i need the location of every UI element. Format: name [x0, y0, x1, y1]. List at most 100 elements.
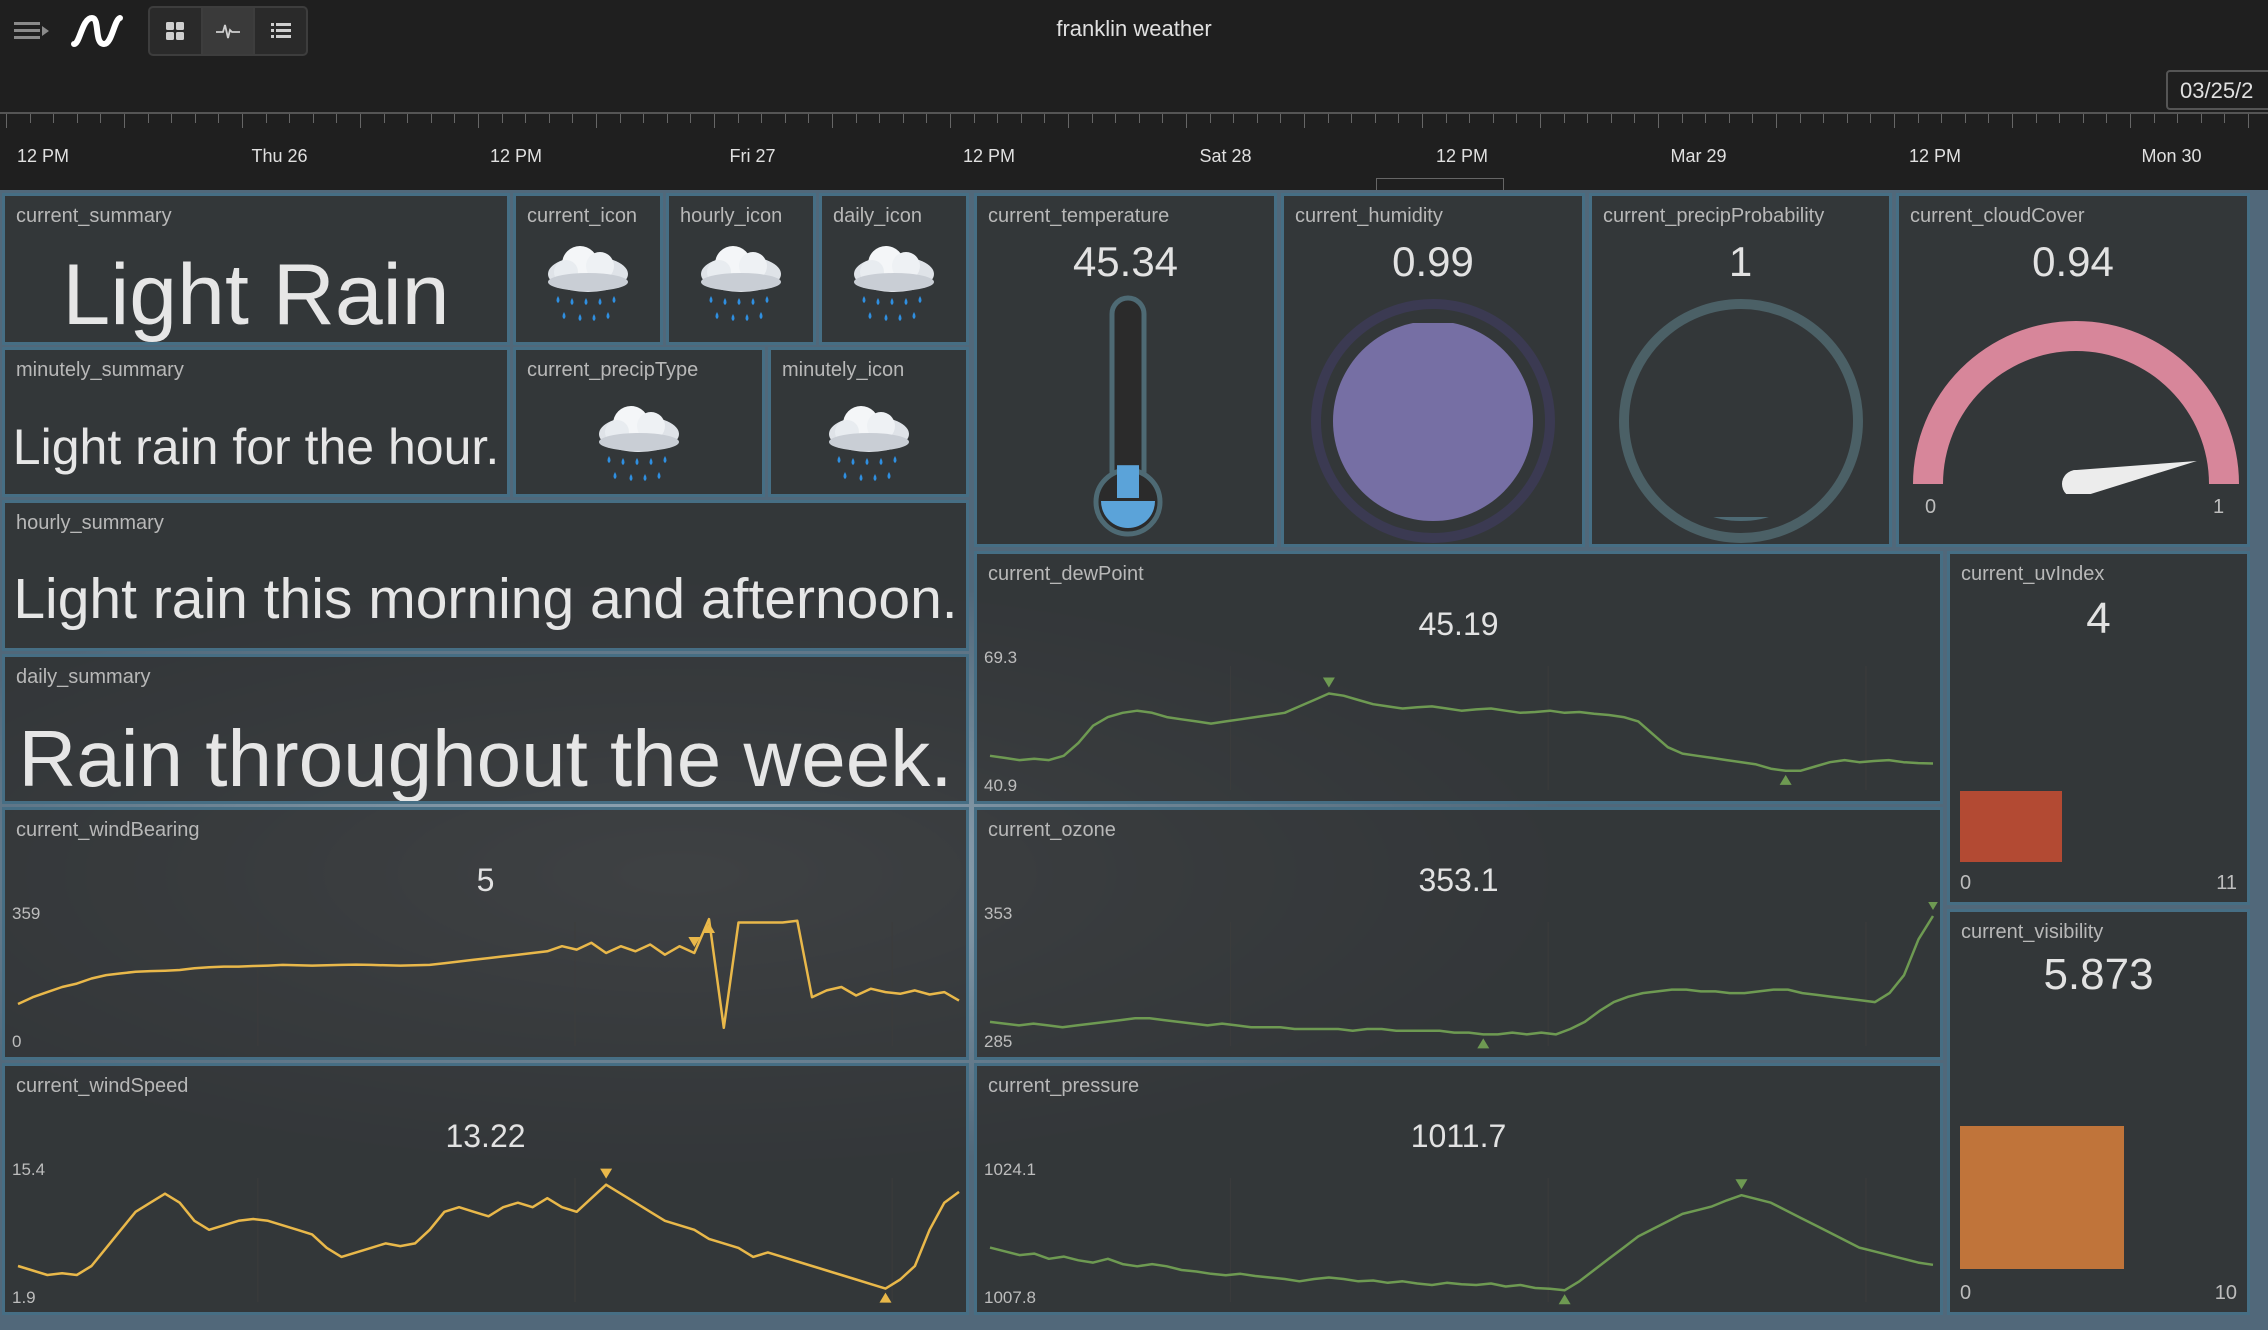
timeline-tick [360, 114, 361, 128]
timeline-tick [572, 114, 574, 123]
raindrop [737, 298, 741, 305]
timeline-tick [997, 114, 999, 123]
timeline-tick [2035, 114, 2037, 123]
timeline-tick [2248, 114, 2249, 128]
series-line [17, 917, 960, 1030]
list-view-icon[interactable] [255, 8, 306, 54]
timeline-tick [902, 114, 904, 123]
min-marker [1779, 774, 1792, 785]
timeline-brush[interactable] [1376, 178, 1504, 190]
timeline-tick [1351, 114, 1353, 123]
minutely-icon-panel: minutely_icon [768, 347, 969, 497]
current-icon-panel: current_icon [513, 193, 663, 345]
panel-label: current_dewPoint [988, 563, 1144, 585]
raindrop [723, 298, 727, 305]
timeline-tick [879, 114, 881, 123]
raindrop [898, 314, 902, 321]
max-marker [1928, 902, 1938, 910]
raindrop [635, 458, 639, 465]
timeline-tick [1894, 114, 1895, 128]
wind-bearing-chart[interactable] [8, 902, 969, 1052]
current-summary-panel: current_summary Light Rain [2, 193, 510, 345]
top-bar: franklin weather 03/25/2 12 PM Thu 26 12 P… [0, 0, 2268, 190]
min-marker [1558, 1294, 1571, 1305]
timeline-tick [1186, 114, 1187, 128]
series-line [989, 915, 1935, 1036]
timeline-tick [147, 114, 149, 123]
max-marker [688, 937, 701, 948]
max-marker [1735, 1179, 1748, 1190]
raindrop [876, 298, 880, 305]
hourly-summary-value: Light rain this morning and afternoon. [13, 567, 958, 631]
timeline-label: Thu 26 [251, 146, 308, 166]
current-summary-value: Light Rain [62, 247, 450, 343]
gauge-fill [1641, 517, 1841, 521]
panel-label: hourly_icon [680, 205, 783, 227]
app-logo-icon[interactable] [70, 12, 124, 50]
pressure-panel: current_pressure 1011.7 1024.1 1007.8 [974, 1063, 1943, 1315]
timeline-tick [218, 114, 220, 123]
minutely-summary-panel: minutely_summary Light rain for the hour… [2, 347, 510, 497]
timeline-tick [1610, 114, 1612, 123]
pulse-view-icon[interactable] [202, 8, 256, 54]
panel-label: current_ozone [988, 819, 1116, 841]
gauge-min-label: 0 [1925, 496, 1937, 518]
timeline-tick [1846, 114, 1848, 123]
timeline-tick [2224, 114, 2226, 123]
gauge-max-label: 1 [2213, 496, 2225, 518]
cloud-cover-value: 0.94 [2032, 238, 2114, 285]
daily-icon-panel: daily_icon [819, 193, 969, 345]
timeline-tick [832, 114, 833, 128]
y-max-label: 1024.1 [984, 1160, 1036, 1179]
raindrop [887, 472, 890, 479]
timeline-tick [1044, 114, 1046, 123]
panel-label: current_windBearing [16, 819, 200, 841]
series-line [17, 1183, 960, 1290]
panel-label: minutely_icon [782, 359, 905, 381]
timeline-tick [1634, 114, 1636, 123]
raindrop [556, 296, 560, 303]
raindrop [613, 472, 617, 479]
timeline-tick [761, 114, 763, 123]
timeline-tick [478, 114, 479, 128]
dew-point-chart[interactable] [980, 646, 1943, 796]
y-max-label: 359 [12, 904, 41, 923]
gauge-ring [1619, 299, 1863, 543]
timeline-tick [2200, 114, 2202, 123]
panel-label: current_summary [16, 205, 172, 227]
timeline-tick [2012, 114, 2013, 128]
raindrop [865, 458, 868, 465]
bar-max-label: 11 [2216, 872, 2237, 894]
max-marker [1322, 677, 1335, 688]
y-min-label: 0 [12, 1032, 22, 1051]
timeline-tick [76, 114, 78, 123]
y-max-label: 15.4 [12, 1160, 46, 1179]
pressure-chart[interactable] [980, 1158, 1943, 1308]
rain-cloud-icon [771, 402, 966, 484]
timeline-tick [950, 114, 951, 128]
timeline-scrubber[interactable]: 12 PM Thu 26 12 PM Fri 27 12 PM Sat 28 12 PM Ma… [0, 112, 2268, 190]
timeline-tick [1516, 114, 1518, 123]
timeline-label: Mon 30 [2141, 146, 2202, 166]
raindrop [649, 458, 653, 465]
panel-label: current_pressure [988, 1075, 1140, 1097]
timeline-tick [1988, 114, 1990, 123]
thermometer-gauge [1093, 295, 1163, 537]
timeline-tick [1563, 114, 1565, 123]
raindrop [873, 474, 876, 481]
hamburger-menu-icon[interactable] [14, 18, 50, 42]
timeline-tick [1091, 114, 1093, 123]
grid-view-icon[interactable] [150, 8, 203, 54]
y-min-label: 40.9 [984, 776, 1018, 795]
ozone-chart[interactable] [980, 902, 1943, 1052]
date-input[interactable]: 03/25/2 [2166, 70, 2268, 110]
raindrop [612, 296, 616, 303]
raindrop [621, 458, 625, 465]
timeline-tick [784, 114, 786, 123]
timeline-tick [53, 114, 55, 123]
visibility-value: 5.873 [2043, 950, 2154, 999]
wind-speed-chart[interactable] [8, 1158, 969, 1308]
timeline-tick [194, 114, 196, 123]
panel-label: current_precipType [527, 359, 699, 381]
minutely-summary-value: Light rain for the hour. [12, 419, 500, 475]
